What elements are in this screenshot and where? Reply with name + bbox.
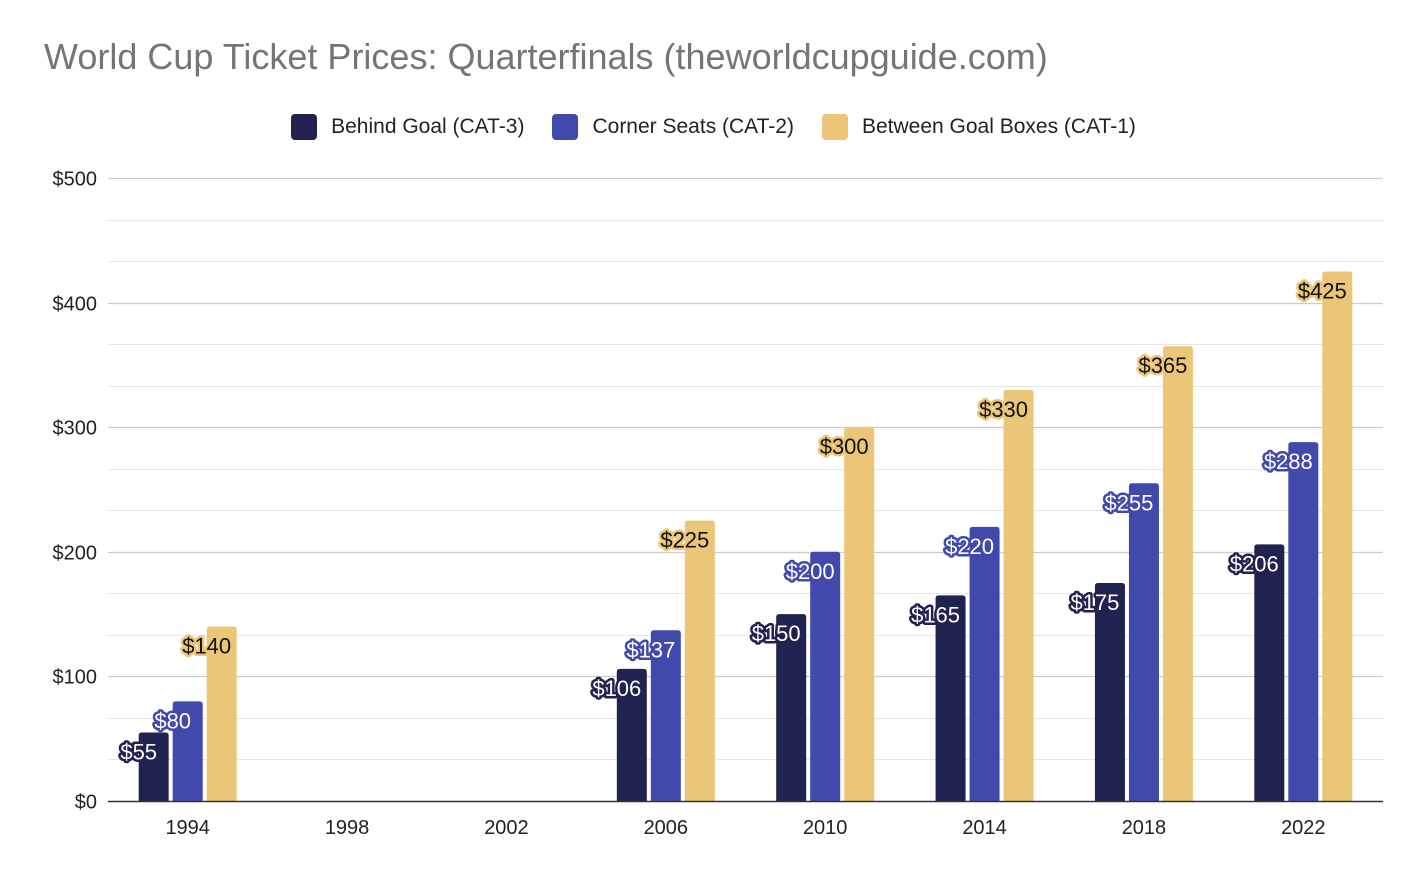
- y-tick-label: $200: [53, 543, 98, 565]
- bar: [138, 732, 169, 801]
- data-label: $365: [1138, 353, 1187, 378]
- bar: [1128, 483, 1159, 801]
- data-label: $106: [592, 676, 641, 701]
- x-tick-label: 2014: [962, 817, 1007, 839]
- legend-item-corner-seats[interactable]: Corner Seats (CAT-2): [552, 114, 794, 140]
- data-label: $175: [1070, 590, 1119, 615]
- data-label: $425: [1298, 278, 1347, 303]
- legend-item-between-goal-boxes[interactable]: Between Goal Boxes (CAT-1): [821, 114, 1136, 140]
- data-label: $300: [820, 434, 869, 459]
- y-tick-label: $300: [53, 418, 98, 440]
- data-label: $80: [154, 708, 191, 733]
- legend-swatch-corner-seats: [552, 114, 579, 140]
- legend: Behind Goal (CAT-3) Corner Seats (CAT-2)…: [0, 112, 1427, 142]
- y-tick-label: $0: [75, 792, 97, 814]
- y-tick-label: $500: [53, 169, 98, 191]
- x-tick-label: 2006: [644, 817, 689, 839]
- data-label: $140: [182, 634, 231, 659]
- y-tick-label: $400: [53, 294, 98, 316]
- legend-swatch-between-goal-boxes: [821, 114, 848, 140]
- bar: [1162, 346, 1193, 801]
- legend-swatch-behind-goal: [291, 114, 318, 140]
- x-tick-label: 2018: [1122, 817, 1167, 839]
- legend-label-between-goal-boxes: Between Goal Boxes (CAT-1): [861, 115, 1136, 138]
- legend-label-behind-goal: Behind Goal (CAT-3): [331, 115, 525, 138]
- bar: [1003, 389, 1034, 801]
- data-label: $137: [626, 637, 675, 662]
- x-tick-label: 2010: [803, 817, 848, 839]
- data-label: $206: [1230, 551, 1279, 576]
- bar: [1322, 271, 1353, 801]
- x-tick-label: 1994: [165, 817, 210, 839]
- bar: [650, 630, 681, 801]
- bar: [776, 614, 807, 801]
- bar: [844, 427, 875, 801]
- data-label: $288: [1264, 449, 1313, 474]
- bar: [935, 595, 966, 801]
- data-label: $225: [660, 528, 709, 553]
- bar: [969, 526, 1000, 801]
- bar: [1288, 442, 1319, 801]
- chart-title: World Cup Ticket Prices: Quarterfinals (…: [44, 36, 1048, 77]
- bar: [206, 626, 237, 801]
- data-label: $55: [120, 739, 157, 764]
- x-tick-label: 2002: [484, 817, 529, 839]
- data-label: $200: [786, 559, 835, 584]
- data-label: $330: [979, 397, 1028, 422]
- y-tick-label: $100: [53, 667, 98, 689]
- bar: [172, 701, 203, 801]
- x-tick-label: 2022: [1281, 817, 1326, 839]
- bar: [1094, 582, 1125, 801]
- x-tick-label: 1998: [325, 817, 370, 839]
- data-label: $165: [911, 602, 960, 627]
- legend-item-behind-goal[interactable]: Behind Goal (CAT-3): [291, 114, 524, 140]
- data-label: $150: [752, 621, 801, 646]
- bar: [1254, 544, 1285, 801]
- data-label: $255: [1104, 490, 1153, 515]
- bar: [810, 551, 841, 801]
- data-label: $220: [945, 534, 994, 559]
- bar: [684, 520, 715, 801]
- bar: [616, 668, 647, 801]
- legend-label-corner-seats: Corner Seats (CAT-2): [592, 115, 794, 138]
